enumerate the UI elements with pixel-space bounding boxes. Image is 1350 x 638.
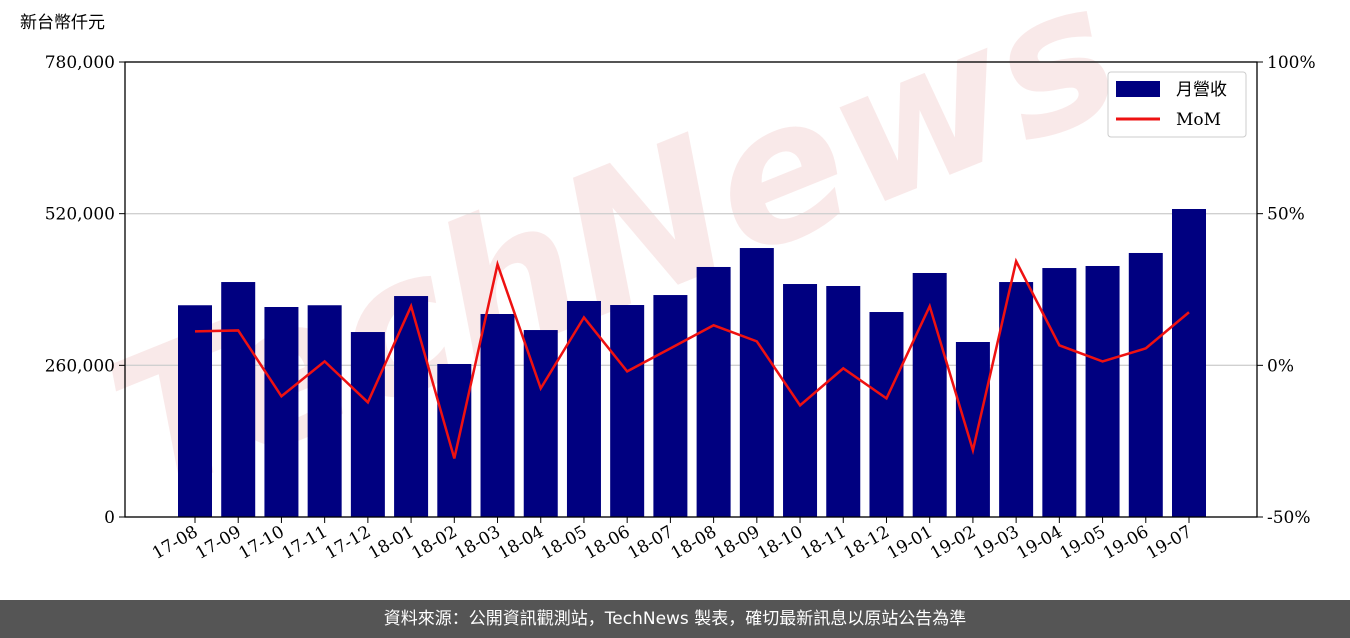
- bar: [1128, 252, 1163, 517]
- x-tick-label: 18-11: [797, 522, 849, 564]
- x-tick-label: 18-04: [495, 522, 547, 564]
- chart: 新台幣仟元 TechNews0260,000520,000780,000-50%…: [20, 0, 1316, 564]
- x-tick-label: 18-12: [841, 522, 893, 564]
- bar: [826, 286, 861, 517]
- bar: [350, 332, 385, 517]
- x-tick-label: 18-10: [754, 522, 806, 564]
- x-tick-label: 19-04: [1013, 522, 1065, 564]
- bar: [869, 312, 904, 517]
- x-tick-label: 19-05: [1057, 522, 1109, 564]
- legend-swatch: [1116, 81, 1160, 97]
- x-tick-label: 18-03: [452, 522, 504, 564]
- x-tick-label: 18-08: [668, 522, 720, 564]
- x-tick-label: 19-06: [1100, 522, 1152, 564]
- bar: [1085, 265, 1120, 517]
- x-tick-label: 18-09: [711, 522, 763, 564]
- y-tick-label: 260,000: [45, 356, 115, 376]
- bar: [1042, 268, 1077, 517]
- bar: [1172, 209, 1206, 517]
- legend-label: 月營收: [1176, 80, 1227, 100]
- bar: [264, 307, 299, 517]
- bar: [437, 363, 472, 517]
- bar: [523, 330, 558, 517]
- x-tick-label: 18-05: [538, 522, 590, 564]
- bar: [480, 314, 515, 517]
- x-tick-label: 17-09: [192, 522, 244, 564]
- y2-tick-label: -50%: [1267, 508, 1311, 528]
- x-tick-label: 18-02: [408, 522, 460, 564]
- bar: [696, 266, 731, 517]
- x-tick-label: 18-01: [365, 522, 417, 564]
- bar: [739, 248, 774, 517]
- bar: [178, 305, 212, 517]
- x-tick-label: 17-11: [279, 522, 331, 564]
- y-tick-label: 520,000: [45, 205, 115, 225]
- footer: 資料來源：公開資訊觀測站，TechNews 製表，確切最新訊息以原站公告為準: [0, 600, 1350, 638]
- plot-frame: [124, 61, 1258, 518]
- y-tick-label: 780,000: [45, 53, 115, 73]
- bar: [783, 284, 818, 517]
- bar: [912, 272, 947, 517]
- bar: [955, 342, 990, 517]
- y2-tick-label: 100%: [1267, 53, 1316, 73]
- x-tick-label: 19-07: [1143, 522, 1195, 564]
- x-tick-label: 17-12: [322, 522, 374, 564]
- legend-label: MoM: [1176, 110, 1221, 130]
- x-tick-label: 19-01: [884, 522, 936, 564]
- y-tick-label: 0: [104, 508, 115, 528]
- x-tick-label: 17-10: [235, 522, 287, 564]
- line: [194, 257, 1190, 459]
- x-tick-label: 19-03: [970, 522, 1022, 564]
- y2-tick-label: 0%: [1267, 356, 1294, 376]
- x-tick-label: 19-02: [927, 522, 979, 564]
- bar: [999, 282, 1034, 517]
- bar: [653, 295, 688, 517]
- bar: [221, 282, 256, 517]
- bar: [307, 305, 342, 517]
- bar: [610, 305, 645, 517]
- y-axis-label: 新台幣仟元: [20, 13, 105, 33]
- x-tick-label: 18-06: [581, 522, 633, 564]
- bar: [394, 296, 429, 517]
- x-tick-label: 18-07: [624, 522, 676, 564]
- y2-tick-label: 50%: [1267, 205, 1305, 225]
